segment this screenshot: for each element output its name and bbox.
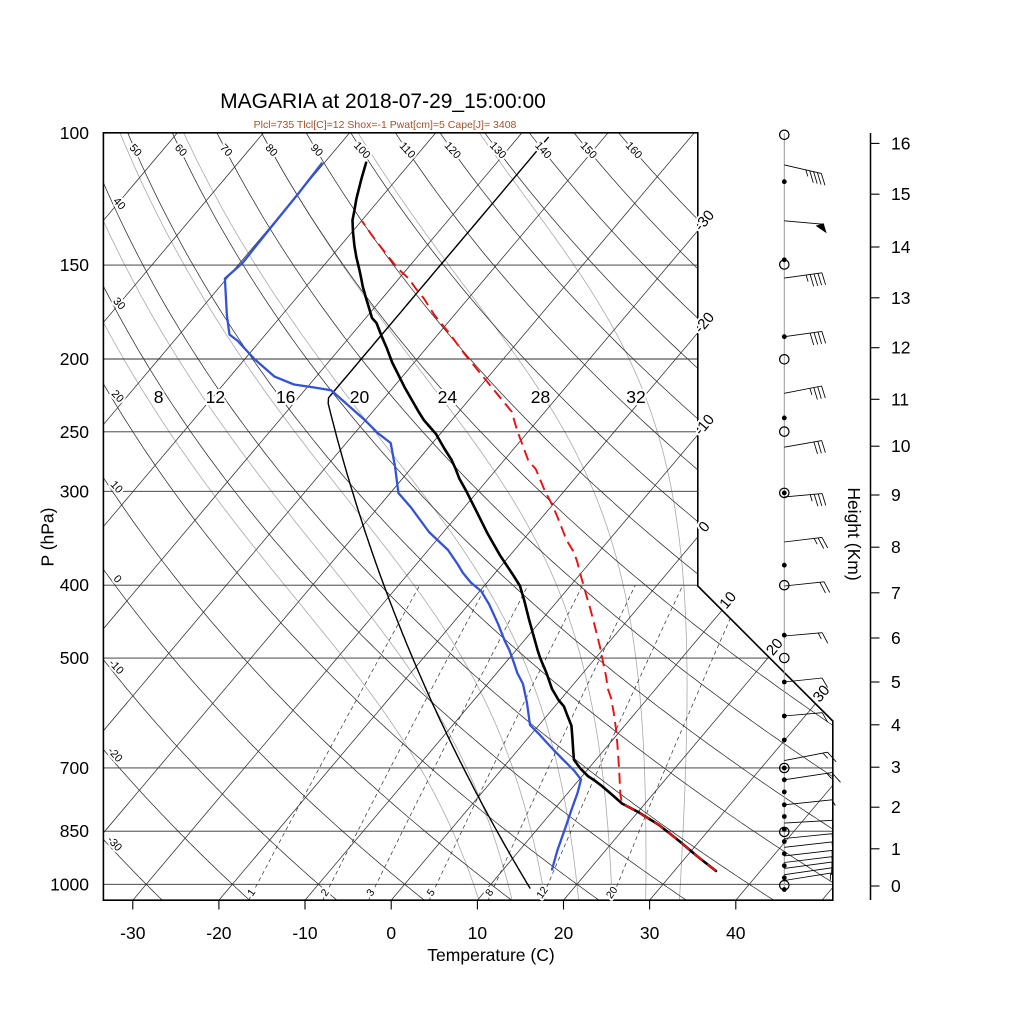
- svg-text:7: 7: [891, 583, 901, 603]
- svg-text:30: 30: [640, 923, 660, 943]
- svg-text:P (hPa): P (hPa): [38, 507, 58, 566]
- svg-text:16: 16: [891, 133, 910, 153]
- svg-text:Plcl=735 Tlcl[C]=12 Shox=-1 Pw: Plcl=735 Tlcl[C]=12 Shox=-1 Pwat[cm]=5 C…: [254, 119, 517, 131]
- svg-text:16: 16: [276, 387, 295, 407]
- svg-text:850: 850: [60, 821, 89, 841]
- svg-text:150: 150: [60, 255, 89, 275]
- svg-text:500: 500: [60, 648, 89, 668]
- svg-text:1000: 1000: [50, 874, 89, 894]
- svg-text:40: 40: [726, 923, 746, 943]
- svg-text:1: 1: [891, 839, 901, 859]
- svg-text:3: 3: [891, 757, 901, 777]
- svg-text:8: 8: [154, 387, 164, 407]
- svg-text:9: 9: [891, 485, 901, 505]
- svg-text:10: 10: [891, 436, 911, 456]
- svg-text:10: 10: [468, 923, 488, 943]
- svg-text:-30: -30: [120, 923, 146, 943]
- svg-text:13: 13: [891, 288, 910, 308]
- svg-text:12: 12: [206, 387, 225, 407]
- svg-text:100: 100: [60, 123, 89, 143]
- svg-text:0: 0: [891, 876, 901, 896]
- svg-text:200: 200: [60, 349, 89, 369]
- svg-text:32: 32: [626, 387, 645, 407]
- svg-text:4: 4: [891, 715, 901, 735]
- svg-text:2: 2: [891, 797, 901, 817]
- svg-text:Height (Km): Height (Km): [844, 487, 864, 580]
- svg-text:20: 20: [554, 923, 574, 943]
- svg-text:250: 250: [60, 422, 89, 442]
- svg-text:14: 14: [891, 237, 911, 257]
- svg-text:24: 24: [438, 387, 458, 407]
- svg-text:12: 12: [891, 338, 910, 358]
- svg-text:700: 700: [60, 758, 89, 778]
- svg-text:MAGARIA at 2018-07-29_15:00:00: MAGARIA at 2018-07-29_15:00:00: [220, 90, 546, 113]
- svg-text:20: 20: [350, 387, 370, 407]
- svg-text:6: 6: [891, 628, 901, 648]
- svg-text:-10: -10: [292, 923, 318, 943]
- svg-text:400: 400: [60, 575, 89, 595]
- svg-text:5: 5: [891, 672, 901, 692]
- svg-text:28: 28: [531, 387, 550, 407]
- svg-text:0: 0: [386, 923, 396, 943]
- svg-text:15: 15: [891, 184, 910, 204]
- svg-text:Temperature (C): Temperature (C): [427, 945, 554, 965]
- svg-text:11: 11: [891, 389, 909, 409]
- svg-text:8: 8: [891, 537, 901, 557]
- svg-text:-20: -20: [206, 923, 232, 943]
- svg-text:300: 300: [60, 481, 89, 501]
